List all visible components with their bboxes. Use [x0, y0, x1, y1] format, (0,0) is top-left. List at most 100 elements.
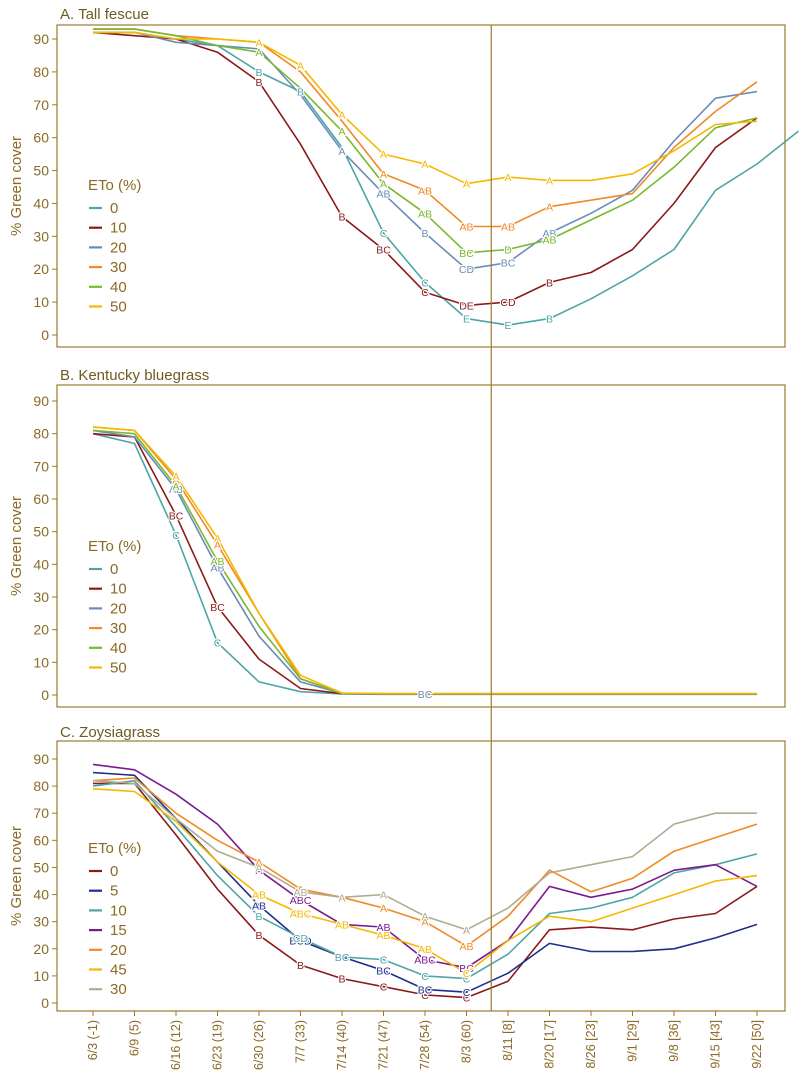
- data-label: E: [463, 314, 470, 326]
- data-label: C: [463, 974, 471, 986]
- legend-label-30: 30: [110, 981, 127, 998]
- data-label: AB: [459, 941, 473, 953]
- data-label: BC: [210, 602, 225, 614]
- data-label: A: [338, 146, 345, 158]
- data-label: C: [380, 982, 388, 994]
- y-tick-label: 60: [33, 130, 49, 146]
- panel-title: C. Zoysiagrass: [60, 724, 160, 741]
- y-axis-label: % Green cover: [8, 826, 25, 926]
- data-label: A: [255, 37, 262, 49]
- legend-label-30: 30: [110, 620, 127, 637]
- series-line-30: [92, 426, 757, 695]
- y-tick-label: 10: [33, 294, 49, 310]
- panel-1: A. Tall fescue 0 10 20 30 40 50 60 70 80 90 % Green…: [8, 6, 799, 348]
- y-tick-label: 70: [33, 458, 49, 474]
- y-tick-label: 30: [33, 589, 49, 605]
- y-tick-label: 60: [33, 491, 49, 507]
- data-label: C: [172, 530, 180, 542]
- x-tick-label: 8/26 [23]: [584, 1020, 598, 1069]
- data-label: C: [421, 990, 429, 1002]
- data-label: AB: [210, 556, 224, 568]
- y-tick-label: 70: [33, 97, 49, 113]
- plot-frame: [56, 740, 786, 1012]
- y-tick-label: 80: [33, 778, 49, 794]
- data-label: B: [255, 911, 262, 923]
- legend-label-0: 0: [110, 200, 118, 217]
- data-label: AB: [376, 922, 390, 934]
- legend: ETo (%) 0 10 20 30 40 50: [88, 177, 141, 316]
- x-tick-label: 7/21 (47): [377, 1020, 391, 1070]
- y-tick-label: 0: [41, 995, 49, 1011]
- y-tick-label: 20: [33, 941, 49, 957]
- data-label: A: [172, 474, 179, 486]
- panel-title: B. Kentucky bluegrass: [60, 367, 209, 384]
- legend-title: ETo (%): [88, 177, 141, 194]
- data-label: B: [546, 314, 553, 326]
- series-line-0: [92, 432, 757, 696]
- data-label: C: [463, 987, 471, 999]
- legend-label-50: 50: [110, 299, 127, 316]
- series-line-20: [93, 31, 758, 271]
- data-label: A: [380, 179, 387, 191]
- y-tick-label: 50: [33, 163, 49, 179]
- data-label: A: [421, 917, 428, 929]
- x-tick-label: 6/9 (5): [128, 1020, 142, 1056]
- y-tick-label: 20: [33, 622, 49, 638]
- legend-label-40: 40: [110, 279, 127, 296]
- y-tick-label: 70: [33, 805, 49, 821]
- y-tick-label: 40: [33, 887, 49, 903]
- data-label: C: [380, 228, 388, 240]
- series-line-20: [92, 777, 758, 947]
- data-label: CD: [293, 933, 309, 945]
- data-label: A: [338, 110, 345, 122]
- data-label: C: [463, 993, 471, 1005]
- series-line-20: [92, 429, 757, 695]
- data-label: A: [546, 202, 553, 214]
- data-label: BC: [501, 258, 516, 270]
- series-line-40: [92, 429, 757, 695]
- data-label: A: [255, 865, 262, 877]
- legend-label-20: 20: [110, 600, 127, 617]
- y-tick-label: 90: [33, 751, 49, 767]
- legend-label-5: 5: [110, 883, 118, 900]
- data-label: BC: [376, 244, 391, 256]
- legend-title: ETo (%): [88, 538, 141, 555]
- data-label: BC: [335, 952, 350, 964]
- x-tick-label: 8/11 [8]: [501, 1020, 515, 1061]
- y-tick-label: 80: [33, 426, 49, 442]
- x-axis: 6/3 (-1) 6/9 (5) 6/16 (12) 6/23 (19) 6/30 (2…: [86, 1011, 764, 1070]
- data-label: AB: [376, 189, 390, 201]
- data-label: AB: [501, 221, 515, 233]
- legend-label-0: 0: [110, 863, 118, 880]
- series-line-15: [92, 763, 758, 969]
- data-label: A: [546, 175, 553, 187]
- x-tick-label: 6/30 (26): [252, 1020, 266, 1070]
- y-tick-label: 50: [33, 524, 49, 540]
- series-line-0: [93, 782, 758, 999]
- x-tick-label: 7/14 (40): [335, 1020, 349, 1070]
- x-tick-label: 9/22 [50]: [750, 1020, 764, 1069]
- data-label: BC: [459, 963, 474, 975]
- series-line-10: [92, 432, 757, 695]
- legend-label-0: 0: [110, 561, 118, 578]
- y-tick-label: 90: [33, 31, 49, 47]
- x-tick-label: 9/15 [43]: [709, 1020, 723, 1069]
- data-label: C: [380, 955, 388, 967]
- legend-title: ETo (%): [88, 840, 141, 857]
- data-label: A: [255, 862, 262, 874]
- y-tick-label: 20: [33, 261, 49, 277]
- data-label: A: [504, 172, 511, 184]
- y-tick-label: 90: [33, 393, 49, 409]
- y-tick-label: 40: [33, 195, 49, 211]
- data-label: C: [421, 287, 429, 299]
- data-label: B: [297, 87, 304, 99]
- data-label: A: [172, 471, 179, 483]
- x-tick-label: 9/8 [36]: [667, 1020, 681, 1062]
- data-label: B: [421, 228, 428, 240]
- legend-label-10: 10: [110, 220, 127, 237]
- data-label: C: [421, 971, 429, 983]
- data-label: B: [255, 77, 262, 89]
- data-label: AB: [252, 900, 266, 912]
- data-label: A: [380, 149, 387, 161]
